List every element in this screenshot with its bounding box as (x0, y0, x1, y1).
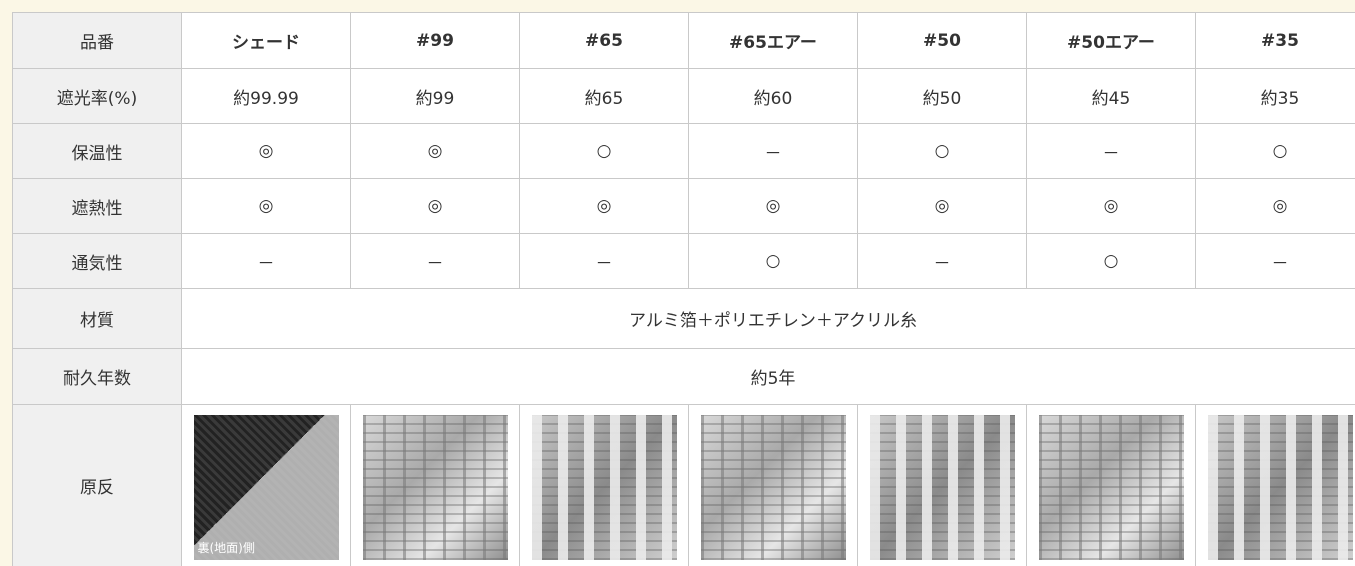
row-label: 材質 (12, 288, 182, 349)
row-label: 耐久年数 (12, 348, 182, 405)
image-cell: 裏(地面)側 (181, 404, 351, 566)
header-cell: #99 (350, 12, 520, 69)
fabric-photo (362, 415, 508, 560)
image-cell (857, 404, 1027, 566)
cell: 約99.99 (181, 68, 351, 124)
image-cell (519, 404, 689, 566)
row-label: 遮熱性 (12, 178, 182, 234)
photo-caption: 裏(地面)側 (197, 541, 255, 555)
fabric-photo (1038, 415, 1184, 560)
fabric-photo (869, 415, 1015, 560)
fabric-photo (1207, 415, 1353, 560)
cell: 約60 (688, 68, 858, 124)
cell: ○ (1026, 233, 1196, 289)
cell: ○ (857, 123, 1027, 179)
row-label: 遮光率(%) (12, 68, 182, 124)
header-cell: #50 (857, 12, 1027, 69)
cell: － (350, 233, 520, 289)
cell: ◎ (350, 178, 520, 234)
cell: ◎ (181, 123, 351, 179)
row-label: 保温性 (12, 123, 182, 179)
image-row: 原反裏(地面)側 (12, 404, 1355, 566)
header-cell: シェード (181, 12, 351, 69)
row: 遮光率(%) 約99.99 約99 約65 約60 約50 約45 約35 (12, 68, 1355, 124)
cell: ◎ (350, 123, 520, 179)
image-cell (1026, 404, 1196, 566)
table-wrap: 品番 シェード #99 #65 #65エアー #50 #50エアー #35 遮光率(%) 約99.… (12, 12, 1355, 566)
cell: ◎ (519, 178, 689, 234)
cell: － (1195, 233, 1355, 289)
fabric-photo (531, 415, 677, 560)
cell: ○ (519, 123, 689, 179)
cell: 約99 (350, 68, 520, 124)
cell: ◎ (181, 178, 351, 234)
cell: － (688, 123, 858, 179)
row: 保温性 ◎ ◎ ○ － ○ － ○ (12, 123, 1355, 179)
cell: ○ (688, 233, 858, 289)
row: 耐久年数 約5年 (12, 348, 1355, 405)
cell: 約5年 (181, 348, 1355, 405)
cell: ◎ (857, 178, 1027, 234)
cell: ○ (1195, 123, 1355, 179)
image-cell (688, 404, 858, 566)
cell: － (857, 233, 1027, 289)
header-row: 品番 シェード #99 #65 #65エアー #50 #50エアー #35 (12, 12, 1355, 69)
header-cell: #65エアー (688, 12, 858, 69)
image-cell (1195, 404, 1355, 566)
row-label: 原反 (12, 404, 182, 566)
cell: 約50 (857, 68, 1027, 124)
fabric-photo (700, 415, 846, 560)
header-cell: #65 (519, 12, 689, 69)
row: 材質 アルミ箔＋ポリエチレン＋アクリル糸 (12, 288, 1355, 349)
cell: － (1026, 123, 1196, 179)
row: 通気性－－－ ○ － ○ － (12, 233, 1355, 289)
cell: ◎ (688, 178, 858, 234)
header-cell: #50エアー (1026, 12, 1196, 69)
spec-table: 品番 シェード #99 #65 #65エアー #50 #50エアー #35 遮光率(%) 約99.… (12, 12, 1355, 566)
header-label: 品番 (12, 12, 182, 69)
row: 遮熱性 ◎ ◎ ◎ ◎ ◎ ◎ ◎ (12, 178, 1355, 234)
cell: 約35 (1195, 68, 1355, 124)
header-cell: #35 (1195, 12, 1355, 69)
cell: 約45 (1026, 68, 1196, 124)
row-label: 通気性 (12, 233, 182, 289)
cell: アルミ箔＋ポリエチレン＋アクリル糸 (181, 288, 1355, 349)
image-cell (350, 404, 520, 566)
cell: － (181, 233, 351, 289)
cell: ◎ (1026, 178, 1196, 234)
fabric-photo: 裏(地面)側 (193, 415, 339, 560)
cell: － (519, 233, 689, 289)
cell: 約65 (519, 68, 689, 124)
cell: ◎ (1195, 178, 1355, 234)
